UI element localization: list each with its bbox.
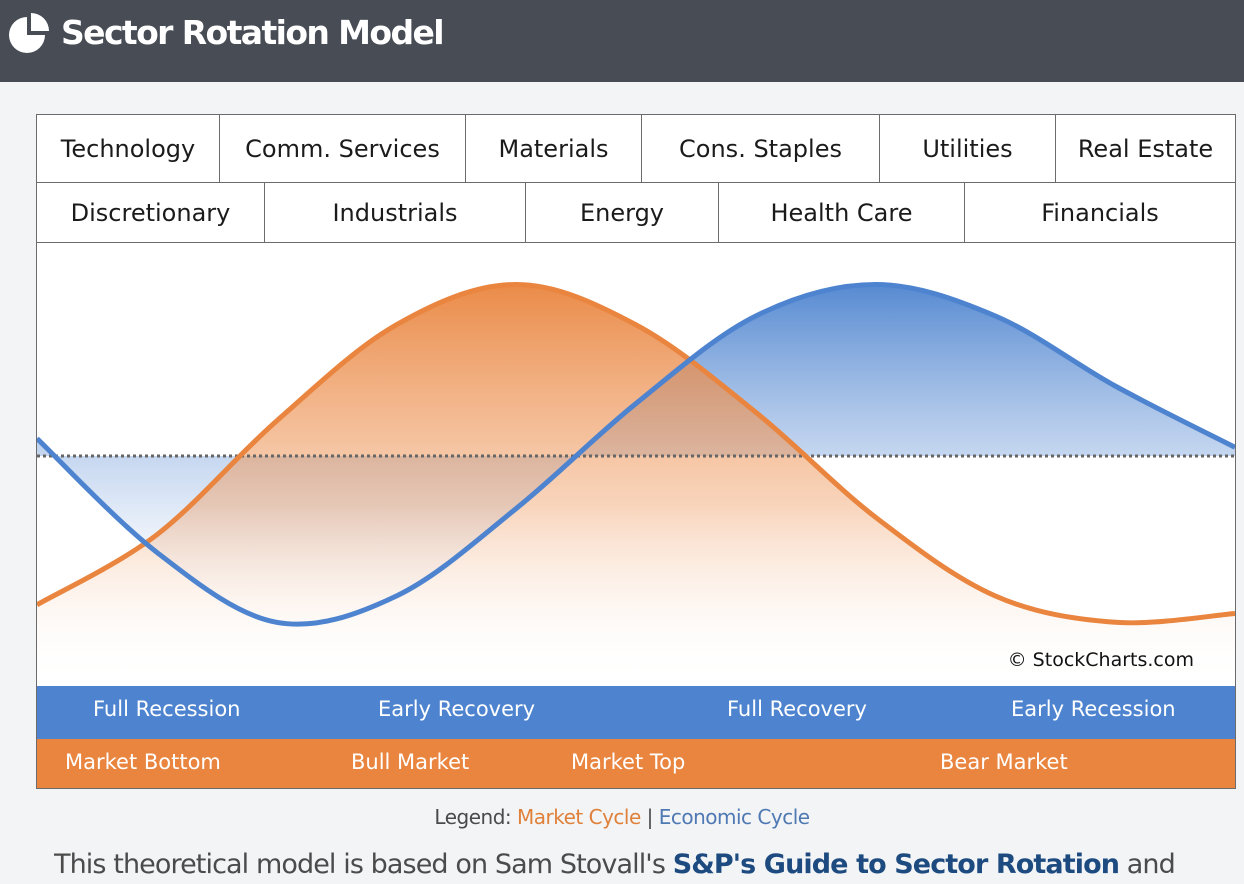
sector-utilities: Utilities [879, 115, 1055, 182]
economic-phase-full-recovery: Full Recovery [727, 697, 867, 721]
economic-cycle-band: Full Recession Early Recovery Full Recov… [37, 686, 1235, 739]
page-header: Sector Rotation Model [0, 0, 1244, 82]
sector-materials: Materials [465, 115, 641, 182]
market-phase-bull-market: Bull Market [351, 750, 470, 774]
economic-phase-early-recession: Early Recession [1011, 697, 1176, 721]
legend-market-cycle: Market Cycle [517, 805, 641, 829]
economic-phase-early-recovery: Early Recovery [378, 697, 536, 721]
legend-prefix: Legend: [434, 805, 512, 829]
market-cycle-band: Market Bottom Bull Market Market Top Bea… [37, 739, 1235, 788]
stockcharts-watermark: © StockCharts.com [1008, 649, 1194, 671]
market-cycle-fill [37, 284, 1235, 686]
market-phase-market-top: Market Top [571, 750, 686, 774]
market-phase-market-bottom: Market Bottom [65, 750, 221, 774]
model-description: This theoretical model is based on Sam S… [54, 846, 1244, 884]
sector-financials: Financials [964, 183, 1235, 242]
economic-phase-full-recession: Full Recession [93, 697, 241, 721]
legend-separator: | [646, 805, 654, 829]
sector-energy: Energy [525, 183, 718, 242]
pie-chart-icon [9, 13, 49, 53]
sector-row-top: Technology Comm. Services Materials Cons… [37, 115, 1235, 182]
sector-row-bottom: Discretionary Industrials Energy Health … [37, 182, 1235, 243]
sector-discretionary: Discretionary [70, 198, 231, 227]
sector-real-estate: Real Estate [1055, 115, 1235, 182]
sector-rotation-figure: Technology Comm. Services Materials Cons… [36, 114, 1236, 789]
sector-health-care: Health Care [718, 183, 964, 242]
cycle-chart-svg: © StockCharts.com [37, 281, 1235, 686]
sector-cons-staples: Cons. Staples [641, 115, 879, 182]
cycle-chart: © StockCharts.com [37, 241, 1235, 686]
economic-cycle-line [37, 281, 1235, 627]
sector-comm-services: Comm. Services [219, 115, 465, 182]
description-suffix: and [1126, 849, 1176, 880]
sector-technology: Technology [60, 134, 196, 163]
market-cycle-line [37, 281, 1235, 626]
market-phase-bear-market: Bear Market [940, 750, 1068, 774]
sector-industrials: Industrials [264, 183, 525, 242]
legend-economic-cycle: Economic Cycle [658, 805, 810, 829]
chart-legend: Legend: Market Cycle | Economic Cycle [0, 800, 1244, 834]
page-title: Sector Rotation Model [61, 13, 445, 52]
description-text: This theoretical model is based on Sam S… [54, 849, 666, 880]
sector-rotation-guide-link[interactable]: S&P's Guide to Sector Rotation [672, 849, 1120, 880]
